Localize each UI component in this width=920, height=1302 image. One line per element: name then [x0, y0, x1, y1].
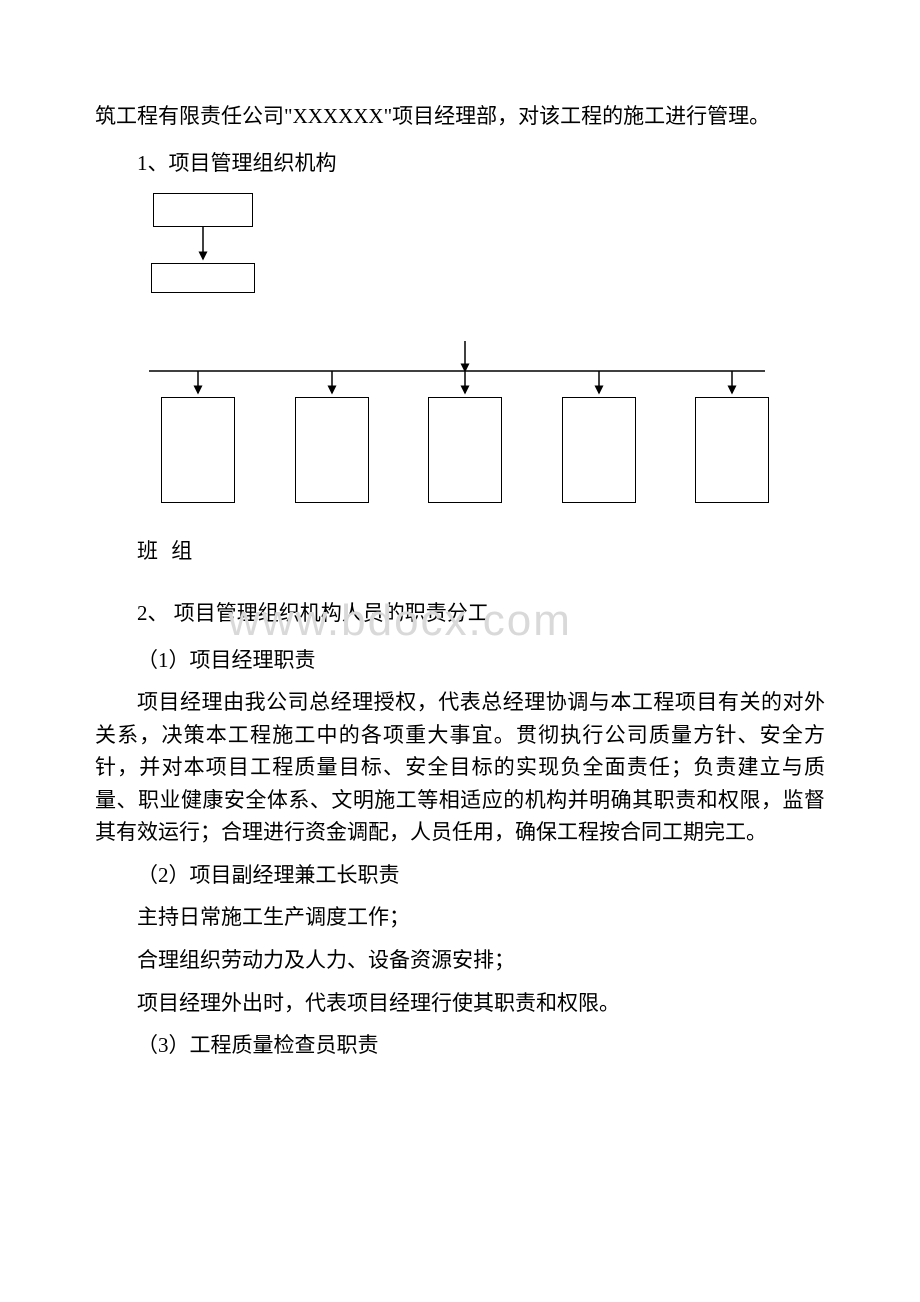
team-label: 班 组 [137, 535, 825, 565]
org-box-b4 [562, 397, 636, 503]
sub2-title: （2）项目副经理兼工长职责 [95, 859, 825, 892]
org-box-top [153, 193, 253, 227]
org-box-b3 [428, 397, 502, 503]
sub1-title: （1）项目经理职责 [95, 644, 825, 677]
sub2-line2: 合理组织劳动力及人力、设备资源安排； [95, 944, 825, 977]
org-box-second [151, 263, 255, 293]
sub1-body: 项目经理由我公司总经理授权，代表总经理协调与本工程项目有关的对外关系，决策本工程… [95, 686, 825, 849]
intro-paragraph: 筑工程有限责任公司"XXXXXX"项目经理部，对该工程的施工进行管理。 [95, 100, 825, 133]
org-box-b2 [295, 397, 369, 503]
watermark-text: www.bdocx.com [228, 596, 572, 646]
sub2-line3: 项目经理外出时，代表项目经理行使其职责和权限。 [95, 987, 825, 1020]
org-chart-diagram [135, 193, 855, 503]
org-box-b1 [161, 397, 235, 503]
sub3-title: （3）工程质量检查员职责 [95, 1029, 825, 1062]
sub2-line1: 主持日常施工生产调度工作； [95, 901, 825, 934]
org-box-b5 [695, 397, 769, 503]
section1-heading: 1、项目管理组织机构 [95, 147, 825, 180]
